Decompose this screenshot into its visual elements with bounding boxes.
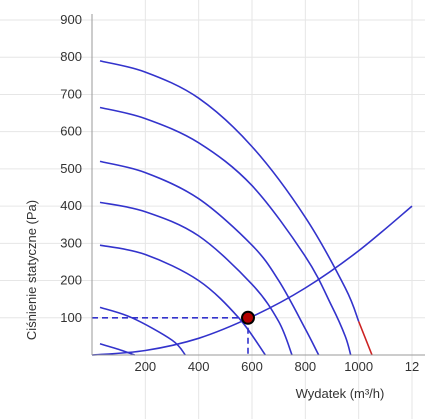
y-tick-label: 800 (60, 49, 82, 64)
fan-curve-overload-segment (357, 321, 373, 356)
x-tick-label: 1000 (344, 359, 373, 374)
y-tick-label: 600 (60, 124, 82, 139)
fan-curve-line (99, 343, 135, 356)
fan-curve-line (99, 306, 186, 356)
y-tick-label: 700 (60, 86, 82, 101)
y-tick-label: 300 (60, 235, 82, 250)
fan-curve-line (99, 201, 293, 356)
fan-curve-line (99, 106, 352, 356)
fan-curve-line (99, 60, 360, 322)
y-tick-label: 500 (60, 161, 82, 176)
fan-curve-line (99, 244, 266, 356)
operating-point-marker (241, 310, 255, 325)
tick-layer: 100 200 300 400 500 600 700 800 900 200 400 600 800 1… (60, 12, 419, 374)
x-tick-label: 200 (134, 359, 156, 374)
x-tick-label: 800 (294, 359, 316, 374)
x-tick-label: 400 (188, 359, 210, 374)
x-tick-label: 12 (405, 359, 419, 374)
y-tick-label: 900 (60, 12, 82, 27)
curve-layer (91, 60, 413, 356)
y-tick-label: 400 (60, 198, 82, 213)
x-tick-label: 600 (241, 359, 263, 374)
y-tick-label: 100 (60, 310, 82, 325)
fan-curve-line (99, 160, 320, 356)
y-tick-label: 200 (60, 273, 82, 288)
x-axis-title: Wydatek (m³/h) (296, 386, 385, 401)
axis-layer (91, 14, 425, 356)
y-axis-title: Ciśnienie statyczne (Pa) (24, 200, 39, 340)
